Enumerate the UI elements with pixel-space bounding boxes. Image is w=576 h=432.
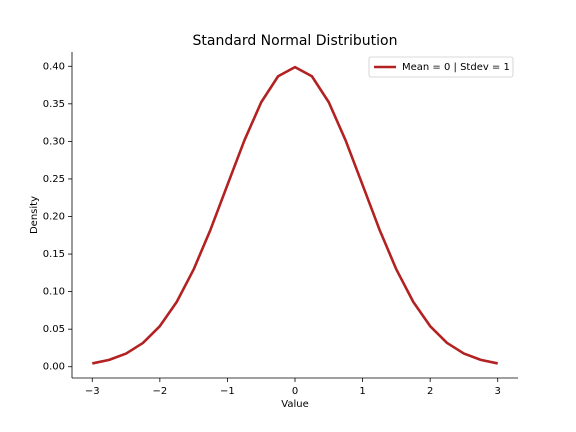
x-tick-label: 3	[495, 386, 501, 397]
y-tick-label: 0.05	[43, 324, 65, 335]
y-tick-label: 0.25	[43, 174, 65, 185]
y-tick-label: 0.10	[43, 287, 65, 298]
y-tick-label: 0.40	[43, 61, 65, 72]
y-tick-label: 0.00	[43, 362, 65, 373]
x-tick-label: 1	[359, 386, 365, 397]
chart-title: Standard Normal Distribution	[193, 33, 398, 49]
x-axis-label: Value	[281, 399, 308, 410]
y-axis-label: Density	[29, 196, 40, 234]
legend-box	[368, 56, 514, 78]
y-tick-label: 0.20	[43, 212, 65, 223]
x-tick-label: −3	[85, 386, 100, 397]
y-tick-label: 0.15	[43, 249, 65, 260]
legend-label: Mean = 0 | Stdev = 1	[402, 62, 510, 73]
y-tick-label: 0.30	[43, 136, 65, 147]
x-tick-label: −2	[152, 386, 167, 397]
x-tick-label: 2	[427, 386, 433, 397]
x-tick-label: 0	[292, 386, 298, 397]
y-tick-label: 0.35	[43, 99, 65, 110]
x-tick-label: −1	[220, 386, 235, 397]
line-series	[92, 65, 498, 365]
